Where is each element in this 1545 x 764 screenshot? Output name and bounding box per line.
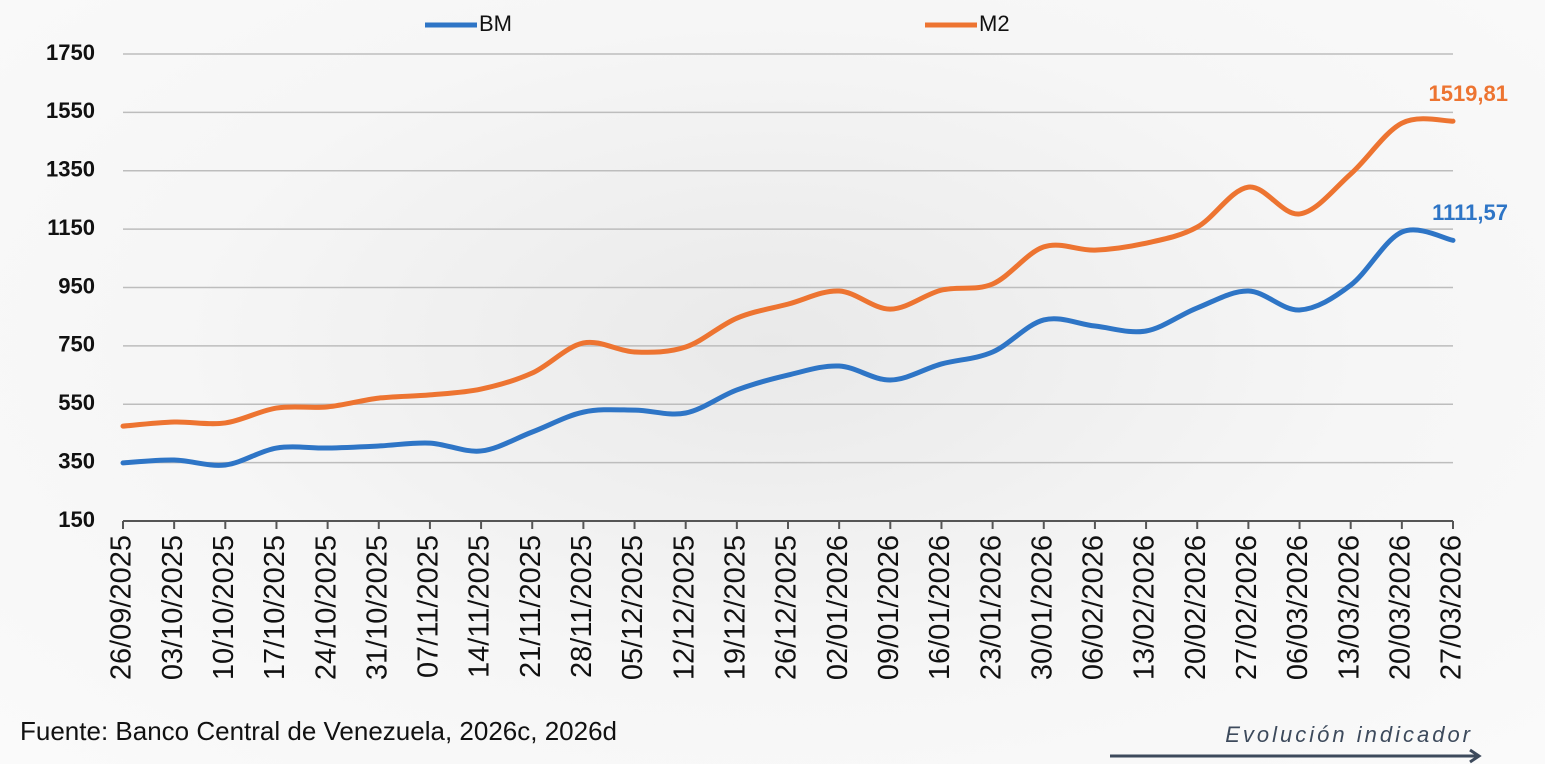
- x-tick-label: 13/03/2026: [1333, 535, 1365, 680]
- x-tick-label: 20/03/2026: [1385, 535, 1417, 680]
- x-tick-label: 07/11/2025: [413, 535, 445, 678]
- annotation-arrow: [1110, 748, 1482, 764]
- series-line: [120, 227, 1456, 468]
- x-tick-label: 31/10/2025: [361, 535, 393, 680]
- y-tick-label: 950: [58, 273, 95, 298]
- x-tick-label: 24/10/2025: [310, 535, 342, 680]
- x-tick-label: 28/11/2025: [566, 535, 598, 678]
- x-tick-label: 16/01/2026: [924, 535, 956, 680]
- y-tick-label: 1550: [46, 98, 95, 123]
- data-label: 1111,57: [1432, 200, 1508, 225]
- legend-label: BM: [479, 11, 512, 36]
- data-label: 1519,81: [1428, 81, 1508, 106]
- x-tick-label: 02/01/2026: [822, 535, 854, 680]
- x-tick-label: 27/03/2026: [1436, 535, 1468, 680]
- x-tick-label: 03/10/2025: [157, 535, 189, 680]
- y-tick-label: 750: [58, 332, 95, 357]
- x-tick-label: 14/11/2025: [464, 535, 496, 678]
- x-tick-label: 19/12/2025: [720, 535, 752, 680]
- x-tick-label: 26/09/2025: [106, 535, 138, 680]
- x-tick-label: 12/12/2025: [668, 535, 700, 680]
- x-tick-label: 23/01/2026: [975, 535, 1007, 680]
- y-tick-label: 550: [58, 390, 95, 415]
- x-tick-label: 20/02/2026: [1180, 535, 1212, 680]
- y-tick-label: 1150: [47, 215, 95, 240]
- y-tick-label: 1350: [46, 157, 95, 182]
- x-tick-label: 10/10/2025: [208, 535, 240, 680]
- series-line: [120, 116, 1456, 429]
- x-tick-label: 21/11/2025: [515, 535, 547, 678]
- x-tick-label: 30/01/2026: [1026, 535, 1058, 680]
- x-tick-label: 26/12/2025: [771, 535, 803, 680]
- annotation: Evolución indicador: [1225, 722, 1473, 747]
- x-tick-label: 06/03/2026: [1282, 535, 1314, 680]
- x-tick-label: 13/02/2026: [1129, 535, 1161, 680]
- x-tick-label: 06/02/2026: [1078, 535, 1110, 680]
- y-tick-label: 150: [58, 507, 95, 532]
- x-tick-label: 17/10/2025: [259, 535, 291, 680]
- x-tick-label: 05/12/2025: [617, 535, 649, 680]
- source-note: Fuente: Banco Central de Venezuela, 2026…: [20, 716, 617, 746]
- y-tick-label: 1750: [46, 40, 95, 65]
- x-tick-label: 27/02/2026: [1231, 535, 1263, 680]
- legend-label: M2: [979, 11, 1010, 36]
- y-tick-label: 350: [58, 448, 95, 473]
- x-tick-label: 09/01/2026: [873, 535, 905, 680]
